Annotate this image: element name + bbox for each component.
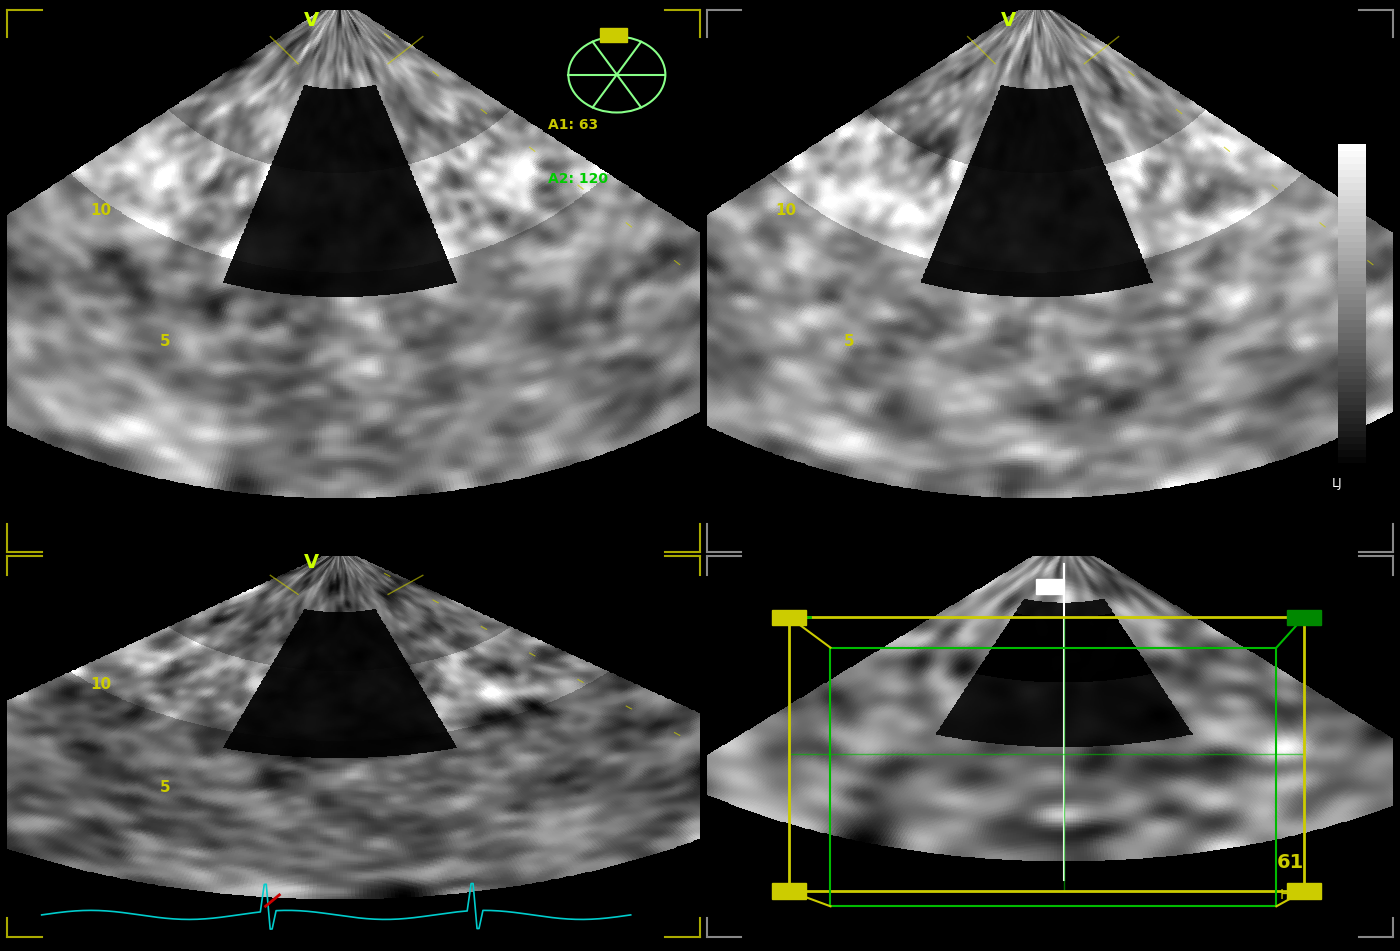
Bar — [1287, 610, 1322, 625]
Bar — [1036, 579, 1064, 594]
Bar — [1287, 883, 1322, 899]
Bar — [790, 617, 1303, 891]
Text: A2: 120: A2: 120 — [547, 172, 608, 186]
Bar — [773, 883, 806, 899]
Text: V: V — [304, 553, 319, 572]
Bar — [599, 29, 627, 42]
Text: 10: 10 — [90, 677, 111, 692]
Bar — [830, 648, 1277, 906]
Text: V: V — [304, 10, 319, 29]
Bar — [773, 610, 806, 625]
Text: 10: 10 — [776, 204, 797, 219]
Text: 5: 5 — [844, 334, 855, 349]
Text: A1: 63: A1: 63 — [547, 118, 598, 132]
Text: HR: HR — [1280, 887, 1301, 902]
Text: 10: 10 — [90, 204, 111, 219]
Text: 5: 5 — [160, 780, 169, 795]
Text: 61: 61 — [1277, 853, 1303, 872]
Text: V: V — [1001, 10, 1016, 29]
Text: LJ: LJ — [1331, 476, 1341, 490]
Text: 5: 5 — [160, 334, 169, 349]
